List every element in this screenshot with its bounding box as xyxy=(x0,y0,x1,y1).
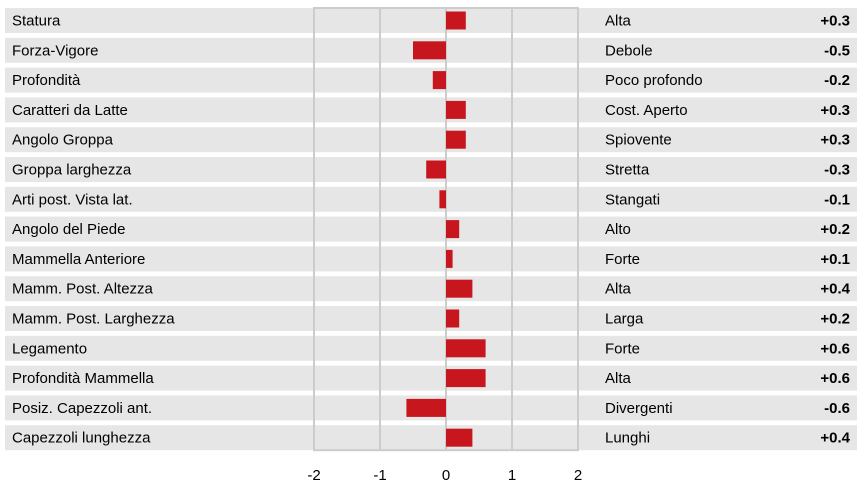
value-label: +0.1 xyxy=(820,251,850,268)
bar xyxy=(406,398,446,417)
descriptor-label: Divergenti xyxy=(605,400,673,417)
value-labels: +0.3 -0.5 -0.2 +0.3 +0.3 -0.3 -0.1 +0.2 +0.1 +0.4… xyxy=(820,13,850,447)
row-band xyxy=(5,127,857,153)
descriptor-label: Poco profondo xyxy=(605,72,703,89)
category-label: Statura xyxy=(12,13,61,30)
category-labels: Statura Forza-Vigore Profondità Caratteri d… xyxy=(12,13,175,447)
bars xyxy=(406,11,486,447)
x-tick-label: 1 xyxy=(508,467,516,483)
bar xyxy=(446,428,473,447)
value-label: -0.2 xyxy=(824,72,850,89)
bar xyxy=(413,41,446,60)
value-label: -0.3 xyxy=(824,162,850,179)
x-tick-label: 0 xyxy=(442,467,450,483)
value-label: +0.6 xyxy=(820,340,850,357)
row-band xyxy=(5,335,857,361)
bar xyxy=(446,100,466,119)
x-tick-label: -1 xyxy=(373,467,386,483)
category-label: Mamm. Post. Altezza xyxy=(12,281,154,298)
bar xyxy=(446,279,473,298)
value-label: -0.5 xyxy=(824,42,850,59)
bar xyxy=(446,249,453,268)
category-label: Groppa larghezza xyxy=(12,162,132,179)
value-label: +0.3 xyxy=(820,13,850,30)
value-label: +0.2 xyxy=(820,311,850,328)
row-band xyxy=(5,425,857,451)
row-band xyxy=(5,246,857,272)
category-label: Profondità Mammella xyxy=(12,370,154,387)
bar xyxy=(446,130,466,149)
category-label: Arti post. Vista lat. xyxy=(12,191,133,208)
x-tick-label: -2 xyxy=(307,467,320,483)
category-label: Angolo Groppa xyxy=(12,132,114,149)
descriptor-label: Forte xyxy=(605,340,640,357)
value-label: +0.3 xyxy=(820,102,850,119)
bar xyxy=(446,309,460,328)
descriptor-label: Larga xyxy=(605,311,644,328)
row-band xyxy=(5,97,857,123)
descriptor-label: Stangati xyxy=(605,191,660,208)
bar xyxy=(446,369,486,388)
row-band xyxy=(5,216,857,242)
category-label: Posiz. Capezzoli ant. xyxy=(12,400,152,417)
descriptor-label: Lunghi xyxy=(605,430,650,447)
category-label: Forza-Vigore xyxy=(12,42,98,59)
category-label: Profondità xyxy=(12,72,81,89)
value-label: +0.4 xyxy=(820,430,850,447)
category-label: Caratteri da Latte xyxy=(12,102,128,119)
descriptor-labels: Alta Debole Poco profondo Cost. Aperto Spiov… xyxy=(605,13,703,447)
bar xyxy=(426,160,446,179)
row-band xyxy=(5,67,857,93)
descriptor-label: Alta xyxy=(605,281,632,298)
row-band xyxy=(5,276,857,302)
descriptor-label: Cost. Aperto xyxy=(605,102,688,119)
value-label: +0.2 xyxy=(820,221,850,238)
x-tick-label: 2 xyxy=(574,467,582,483)
bar xyxy=(446,11,466,30)
descriptor-label: Alto xyxy=(605,221,631,238)
bar xyxy=(446,220,460,239)
descriptor-label: Debole xyxy=(605,42,653,59)
row-bands xyxy=(5,8,857,451)
descriptor-label: Forte xyxy=(605,251,640,268)
descriptor-label: Alta xyxy=(605,370,632,387)
bar xyxy=(446,339,486,358)
category-label: Angolo del Piede xyxy=(12,221,125,238)
row-band xyxy=(5,8,857,33)
value-label: +0.6 xyxy=(820,370,850,387)
descriptor-label: Alta xyxy=(605,13,632,30)
category-label: Mamm. Post. Larghezza xyxy=(12,311,175,328)
x-tick-labels: -2 -1 0 1 2 xyxy=(307,467,582,483)
value-label: -0.1 xyxy=(824,191,850,208)
value-label: +0.3 xyxy=(820,132,850,149)
descriptor-label: Stretta xyxy=(605,162,650,179)
bar xyxy=(439,190,446,209)
descriptor-label: Spiovente xyxy=(605,132,672,149)
value-label: +0.4 xyxy=(820,281,850,298)
value-label: -0.6 xyxy=(824,400,850,417)
category-label: Capezzoli lunghezza xyxy=(12,430,151,447)
category-label: Legamento xyxy=(12,340,87,357)
row-band xyxy=(5,186,857,212)
category-label: Mammella Anteriore xyxy=(12,251,145,268)
row-band xyxy=(5,306,857,331)
row-band xyxy=(5,365,857,391)
bar xyxy=(432,71,446,90)
